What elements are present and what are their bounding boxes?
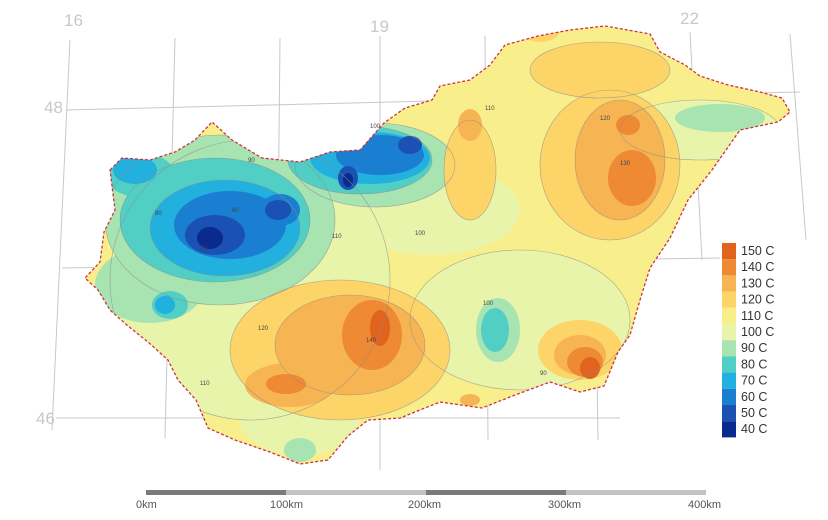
legend-swatch	[722, 421, 736, 438]
contour-label: 120	[600, 116, 611, 122]
scale-segment	[566, 490, 706, 495]
contour-label: 110	[485, 106, 495, 112]
scale-segment	[286, 490, 426, 495]
legend-label: 80 C	[741, 357, 767, 371]
legend-swatch	[722, 291, 736, 308]
lat-label-46: 46	[36, 409, 55, 428]
contour-label: 80	[155, 211, 162, 217]
scale-bar: 0km 100km 200km 300km 400km	[136, 490, 721, 511]
scale-label: 300km	[548, 499, 581, 511]
contour-label: 140	[366, 338, 377, 344]
scale-label: 0km	[136, 499, 157, 511]
scale-label: 100km	[270, 499, 303, 511]
legend-label: 150 C	[741, 244, 774, 258]
legend-label: 70 C	[741, 374, 767, 388]
lat-label-48: 48	[44, 98, 63, 117]
legend-label: 120 C	[741, 293, 774, 307]
legend-label: 100 C	[741, 325, 774, 339]
contour-label: 70	[200, 246, 207, 252]
lon-label-22: 22	[680, 9, 699, 28]
contour-label: 110	[200, 381, 210, 387]
contour-label: 110	[332, 234, 342, 240]
band-140	[266, 115, 656, 394]
contour-label: 90	[248, 158, 255, 164]
legend-label: 110 C	[741, 309, 773, 323]
contour-label: 60	[232, 208, 239, 214]
contour-label: 120	[258, 326, 269, 332]
scale-label: 200km	[408, 499, 441, 511]
lon-label-16: 16	[64, 11, 83, 30]
legend-label: 130 C	[741, 276, 774, 290]
legend-label: 140 C	[741, 260, 774, 274]
scale-label: 400km	[688, 499, 721, 511]
contour-label: 100	[370, 124, 381, 130]
legend-label: 50 C	[741, 406, 767, 420]
legend-swatch	[722, 388, 736, 405]
legend-swatch	[722, 324, 736, 341]
legend: 150 C 140 C 130 C 120 C 110 C 100 C 90 C 80 C 70…	[722, 243, 774, 438]
contour-label: 130	[620, 161, 631, 167]
legend-label: 90 C	[741, 341, 767, 355]
legend-swatch	[722, 340, 736, 357]
legend-label: 40 C	[741, 422, 767, 436]
legend-swatch	[722, 259, 736, 276]
legend-swatch	[722, 372, 736, 389]
contour-value-labels: 100 110 120 130 140 90 80 70 60 100 110 …	[155, 106, 631, 387]
legend-swatch	[722, 356, 736, 373]
scale-segment	[426, 490, 566, 495]
contour-label: 90	[540, 371, 547, 377]
lon-label-19: 19	[370, 17, 389, 36]
contour-label: 100	[415, 231, 426, 237]
scale-segment	[146, 490, 286, 495]
legend-swatch	[722, 275, 736, 292]
legend-swatch	[722, 307, 736, 324]
contour-label: 100	[483, 301, 494, 307]
legend-label: 60 C	[741, 390, 767, 404]
legend-swatch	[722, 243, 736, 260]
legend-swatch	[722, 405, 736, 422]
band-150	[370, 310, 600, 379]
